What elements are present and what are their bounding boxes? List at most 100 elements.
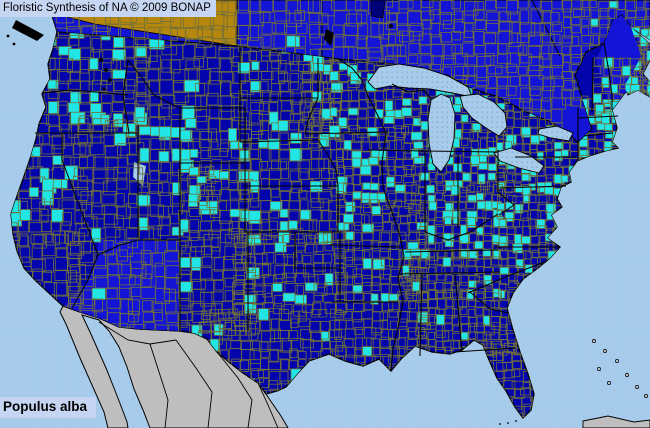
- coastal-water-speck: [102, 87, 106, 91]
- county-cell: [307, 0, 321, 14]
- county-cell: [258, 60, 268, 72]
- county-cell: [289, 348, 298, 358]
- state-border-line: [329, 244, 401, 248]
- county-cell: [267, 380, 279, 391]
- county-cell: [379, 311, 388, 321]
- county-cell: [451, 30, 461, 41]
- county-cell: [434, 264, 443, 276]
- county-cell: [54, 270, 69, 281]
- county-cell: [389, 259, 401, 268]
- county-cell: [190, 289, 205, 303]
- county-cell: [270, 188, 280, 198]
- county-cell: [30, 258, 46, 272]
- county-cell: [570, 45, 583, 58]
- county-cell: [273, 273, 288, 283]
- county-cell: [407, 0, 422, 12]
- county-cell: [310, 198, 324, 208]
- county-cell: [81, 216, 98, 229]
- county-cell: [435, 330, 446, 338]
- county-record-cell: [288, 220, 298, 230]
- county-cell: [151, 301, 163, 313]
- county-cell: [474, 20, 487, 30]
- county-cell: [129, 274, 143, 286]
- lake-nipigon: [370, 0, 386, 19]
- county-record-cell: [328, 125, 341, 138]
- county-cell: [536, 143, 548, 152]
- county-cell: [77, 179, 93, 196]
- county-cell: [485, 0, 497, 11]
- county-record-cell: [258, 308, 269, 321]
- county-cell: [380, 336, 391, 349]
- county-cell: [114, 193, 125, 208]
- county-cell: [418, 210, 427, 219]
- county-cell: [351, 141, 363, 151]
- county-cell: [250, 198, 260, 208]
- county-record-cell: [70, 91, 82, 104]
- lake-huron: [459, 93, 508, 137]
- county-cell: [550, 11, 560, 26]
- county-cell: [315, 233, 328, 245]
- county-cell: [131, 23, 146, 38]
- county-cell: [274, 10, 291, 22]
- county-record-cell: [290, 132, 303, 144]
- county-cell: [463, 30, 474, 43]
- county-cell: [381, 213, 390, 222]
- county-cell: [502, 370, 515, 379]
- county-cell: [434, 281, 446, 293]
- county-cell: [519, 75, 530, 86]
- county-cell: [460, 274, 469, 286]
- county-cell: [243, 271, 256, 285]
- county-cell: [224, 290, 235, 302]
- county-cell: [429, 0, 440, 16]
- island: [615, 359, 619, 363]
- county-cell: [173, 92, 189, 103]
- county-cell: [512, 352, 522, 362]
- county-cell: [147, 214, 163, 230]
- county-record-cell: [376, 192, 386, 203]
- county-cell: [78, 131, 93, 147]
- county-cell: [380, 274, 390, 284]
- county-cell: [468, 232, 480, 243]
- county-record-cell: [487, 163, 498, 172]
- county-cell: [248, 328, 259, 341]
- county-cell: [324, 242, 333, 252]
- county-cell: [546, 174, 554, 183]
- county-record-cell: [384, 100, 394, 112]
- state-border-line: [499, 185, 567, 189]
- county-cell: [231, 282, 245, 295]
- county-cell: [434, 340, 443, 350]
- county-cell: [158, 103, 170, 120]
- county-record-cell: [244, 294, 257, 303]
- state-border-line: [127, 59, 181, 109]
- county-cell: [213, 256, 225, 272]
- county-record-cell: [178, 219, 189, 233]
- county-cell: [474, 282, 485, 293]
- island: [597, 367, 601, 371]
- county-cell: [409, 23, 424, 37]
- county-cell: [249, 90, 264, 101]
- county-cell: [193, 56, 204, 68]
- county-record-cell: [138, 217, 149, 231]
- county-cell: [334, 345, 347, 357]
- county-cell: [119, 287, 132, 300]
- county-cell: [346, 13, 362, 27]
- county-cell: [249, 10, 265, 27]
- county-cell: [319, 198, 330, 212]
- county-cell: [221, 300, 233, 315]
- county-cell: [519, 9, 530, 25]
- county-cell: [268, 360, 282, 370]
- county-cell: [469, 164, 478, 174]
- county-cell: [601, 93, 610, 104]
- state-border-line: [419, 273, 423, 357]
- county-cell: [312, 254, 325, 263]
- county-cell: [427, 315, 435, 326]
- county-cell: [51, 144, 64, 154]
- county-record-cell: [89, 57, 99, 70]
- county-cell: [540, 33, 555, 43]
- county-cell: [92, 169, 109, 184]
- county-cell: [271, 59, 281, 69]
- county-record-cell: [267, 138, 280, 150]
- province-border-line: [531, 0, 561, 57]
- county-cell: [152, 309, 163, 322]
- county-cell: [249, 0, 262, 14]
